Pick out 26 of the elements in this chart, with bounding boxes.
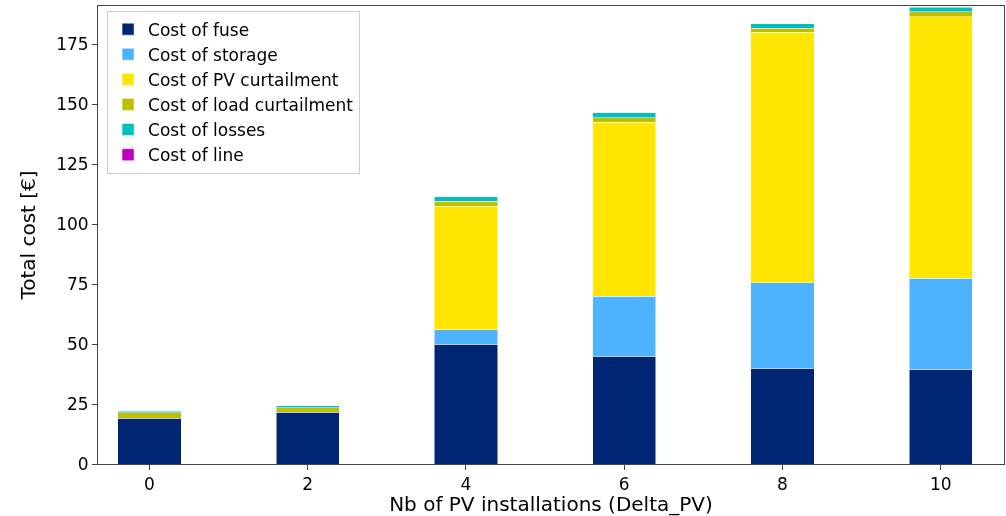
y-tick-label: 100 xyxy=(56,214,89,235)
legend-label: Cost of fuse xyxy=(148,19,250,40)
x-tick-label: 8 xyxy=(777,474,788,495)
y-tick-label: 25 xyxy=(66,394,89,414)
x-axis-title: Nb of PV installations (Delta_PV) xyxy=(389,492,713,516)
x-tick-label: 4 xyxy=(460,474,472,495)
legend-label: Cost of losses xyxy=(148,120,266,141)
y-tick-label: 75 xyxy=(66,274,89,295)
x-tick-label: 0 xyxy=(144,474,155,495)
y-tick-label: 175 xyxy=(56,34,89,55)
bar xyxy=(750,23,815,29)
legend-label: Cost of PV curtailment xyxy=(148,69,339,90)
x-tick-label: 6 xyxy=(618,474,630,495)
bar xyxy=(908,6,973,13)
y-tick-label: 0 xyxy=(77,453,89,474)
bar xyxy=(275,412,340,464)
y-tick-label: 125 xyxy=(56,154,89,175)
x-tick-label: 10 xyxy=(929,474,952,495)
y-tick-label: 50 xyxy=(66,334,89,355)
bar xyxy=(117,418,182,464)
y-tick-label: 150 xyxy=(56,94,89,115)
y-axis-title: Total cost [€] xyxy=(15,170,40,301)
legend-label: Cost of line xyxy=(148,145,244,166)
legend-label: Cost of storage xyxy=(148,44,278,65)
legend-label: Cost of load curtailment xyxy=(148,95,354,116)
x-tick-label: 2 xyxy=(302,474,314,495)
